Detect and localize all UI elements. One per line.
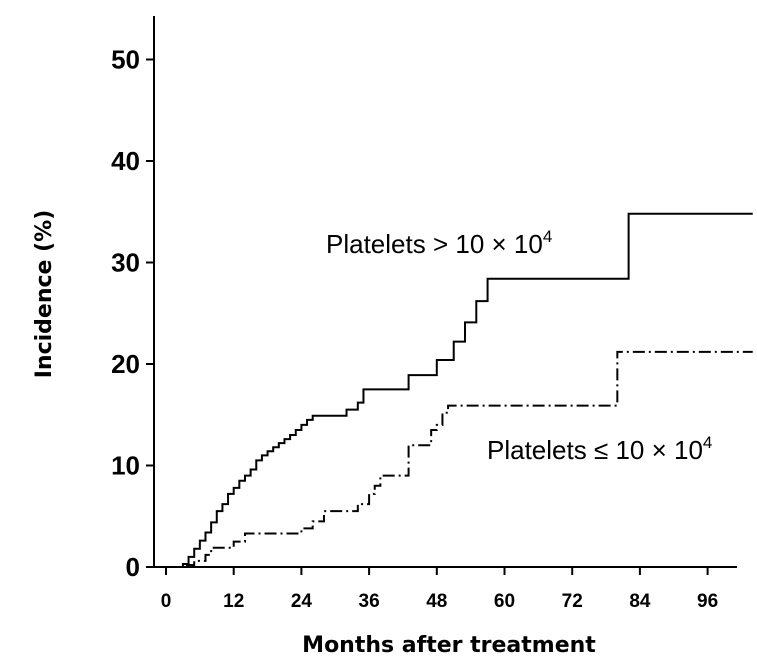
- y-ticks: 0 10 20 30 40 50: [111, 45, 154, 582]
- series-line-platelets-low: [166, 350, 753, 568]
- x-tick-label: 0: [161, 591, 172, 612]
- y-tick-label: 30: [111, 248, 140, 278]
- axes: [153, 16, 737, 568]
- annotations: Platelets > 10 × 104 Platelets ≤ 10 × 104: [326, 227, 712, 465]
- y-tick-label: 50: [111, 45, 140, 75]
- x-tick-label: 96: [697, 591, 718, 612]
- x-tick-label: 60: [494, 591, 515, 612]
- y-tick-label: 10: [111, 451, 140, 481]
- y-tick-label: 0: [126, 552, 140, 582]
- x-tick-label: 72: [562, 591, 583, 612]
- y-tick-label: 20: [111, 349, 140, 379]
- x-tick-label: 36: [359, 591, 380, 612]
- x-ticks: 0 12 24 36 48 60 72 84 96: [161, 567, 718, 612]
- y-axis-title: Incidence (%): [32, 210, 57, 379]
- series-annotation-platelets-high: Platelets > 10 × 104: [326, 227, 552, 259]
- series-lines: [166, 212, 753, 568]
- series-line-platelets-high: [166, 212, 753, 568]
- series-annotation-platelets-low: Platelets ≤ 10 × 104: [487, 433, 712, 465]
- x-tick-label: 84: [629, 591, 651, 612]
- x-tick-label: 12: [223, 591, 244, 612]
- x-tick-label: 48: [426, 591, 447, 612]
- x-axis-title: Months after treatment: [302, 633, 596, 658]
- y-tick-label: 40: [111, 146, 140, 176]
- x-tick-label: 24: [291, 591, 313, 612]
